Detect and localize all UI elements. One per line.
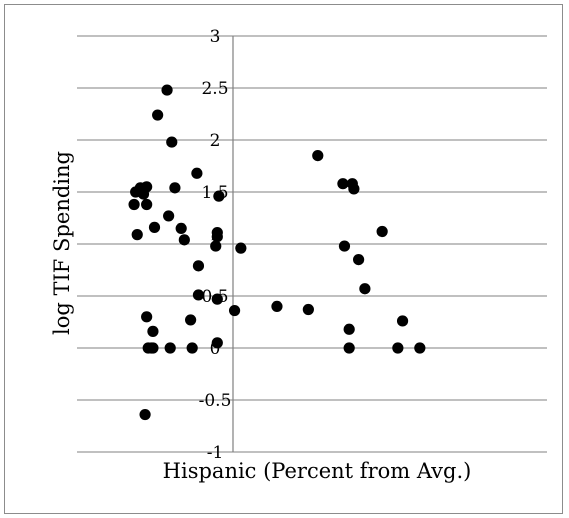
data-point — [211, 226, 223, 239]
data-point — [163, 210, 175, 222]
data-point — [192, 260, 205, 272]
y-tick-label: -0.5 — [199, 391, 232, 411]
data-point — [213, 190, 225, 202]
data-point — [175, 222, 187, 234]
data-point — [141, 311, 153, 323]
x-axis-title: Hispanic (Percent from Avg.) — [163, 459, 472, 483]
y-tick-label: -1 — [207, 443, 224, 463]
data-point — [211, 337, 223, 349]
data-point — [161, 84, 173, 96]
data-point — [235, 242, 247, 254]
point-layer — [128, 84, 426, 421]
data-point — [152, 109, 164, 121]
data-point — [137, 188, 150, 200]
data-point — [166, 136, 178, 148]
data-point — [148, 221, 161, 233]
data-point — [228, 304, 241, 317]
grid-layer — [77, 35, 547, 453]
y-tick-label: 0 — [210, 339, 221, 359]
data-point — [185, 314, 197, 326]
data-point — [343, 323, 355, 335]
data-point — [169, 182, 181, 194]
y-tick-label: 3 — [210, 27, 221, 47]
data-point — [147, 325, 159, 337]
data-point — [191, 167, 203, 179]
y-axis-title: log TIF Spending — [50, 151, 74, 335]
data-point — [128, 198, 140, 211]
data-point — [338, 240, 351, 252]
data-point — [376, 225, 388, 238]
data-point — [131, 229, 143, 241]
data-point — [271, 300, 283, 312]
data-point — [211, 293, 223, 305]
chart-frame — [4, 4, 563, 514]
data-point — [186, 342, 198, 354]
data-point — [192, 289, 205, 301]
data-point — [141, 198, 153, 211]
data-point — [337, 178, 349, 190]
data-point — [145, 342, 157, 354]
data-point — [139, 408, 151, 421]
data-point — [178, 234, 190, 246]
y-tick-label: 2 — [210, 131, 221, 151]
data-point — [210, 240, 222, 252]
data-point — [164, 342, 176, 354]
data-point — [343, 342, 355, 354]
y-tick-label: 2.5 — [201, 79, 228, 99]
data-point — [312, 150, 324, 162]
data-point — [396, 315, 409, 327]
data-point — [359, 283, 371, 295]
data-point — [392, 342, 404, 354]
data-point — [353, 254, 365, 266]
data-point — [348, 183, 360, 195]
data-point — [414, 342, 426, 354]
data-point — [302, 303, 314, 316]
